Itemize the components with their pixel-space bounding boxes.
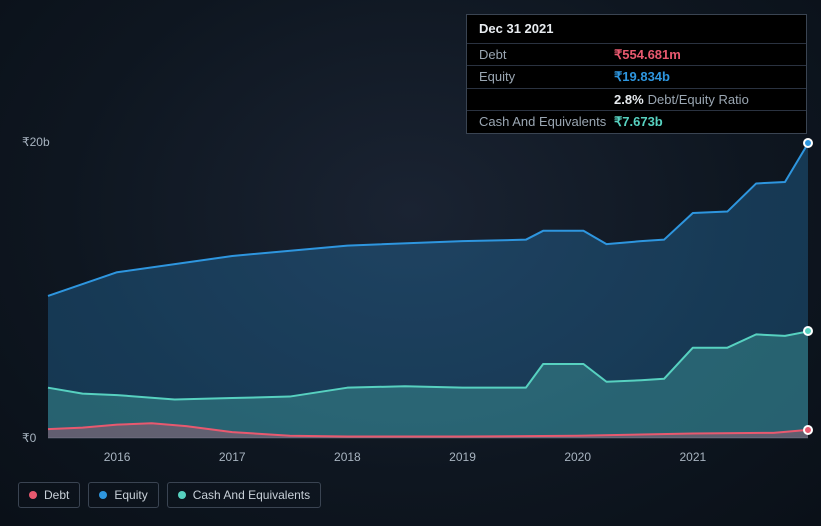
- legend-dot-icon: [29, 491, 37, 499]
- tooltip-label: Equity: [479, 69, 614, 85]
- legend-label: Debt: [44, 488, 69, 502]
- tooltip-row: 2.8%Debt/Equity Ratio: [467, 88, 806, 111]
- x-axis-label: 2017: [219, 450, 246, 464]
- tooltip-title: Dec 31 2021: [467, 15, 806, 43]
- tooltip-label: Cash And Equivalents: [479, 114, 614, 130]
- chart-legend: Debt Equity Cash And Equivalents: [18, 482, 321, 508]
- x-axis-label: 2021: [679, 450, 706, 464]
- tooltip-row: Cash And Equivalents₹7.673b: [467, 110, 806, 133]
- series-marker-icon: [803, 425, 813, 435]
- x-axis-label: 2020: [564, 450, 591, 464]
- legend-item[interactable]: Equity: [88, 482, 158, 508]
- tooltip-label: Debt: [479, 47, 614, 63]
- chart-tooltip: Dec 31 2021 Debt₹554.681mEquity₹19.834b2…: [466, 14, 807, 134]
- legend-dot-icon: [178, 491, 186, 499]
- tooltip-value: ₹7.673b: [614, 114, 663, 130]
- legend-label: Cash And Equivalents: [193, 488, 310, 502]
- series-marker-icon: [803, 138, 813, 148]
- tooltip-row: Debt₹554.681m: [467, 43, 806, 66]
- series-marker-icon: [803, 326, 813, 336]
- tooltip-value: ₹19.834b: [614, 69, 670, 85]
- x-axis-label: 2018: [334, 450, 361, 464]
- x-axis-label: 2016: [104, 450, 131, 464]
- tooltip-label: [479, 92, 614, 108]
- legend-item[interactable]: Debt: [18, 482, 80, 508]
- legend-label: Equity: [114, 488, 147, 502]
- tooltip-row: Equity₹19.834b: [467, 65, 806, 88]
- x-axis-label: 2019: [449, 450, 476, 464]
- y-axis-label: ₹0: [22, 431, 36, 445]
- legend-item[interactable]: Cash And Equivalents: [167, 482, 321, 508]
- tooltip-value: ₹554.681m: [614, 47, 681, 63]
- tooltip-value: 2.8%Debt/Equity Ratio: [614, 92, 749, 108]
- legend-dot-icon: [99, 491, 107, 499]
- y-axis-label: ₹20b: [22, 135, 50, 149]
